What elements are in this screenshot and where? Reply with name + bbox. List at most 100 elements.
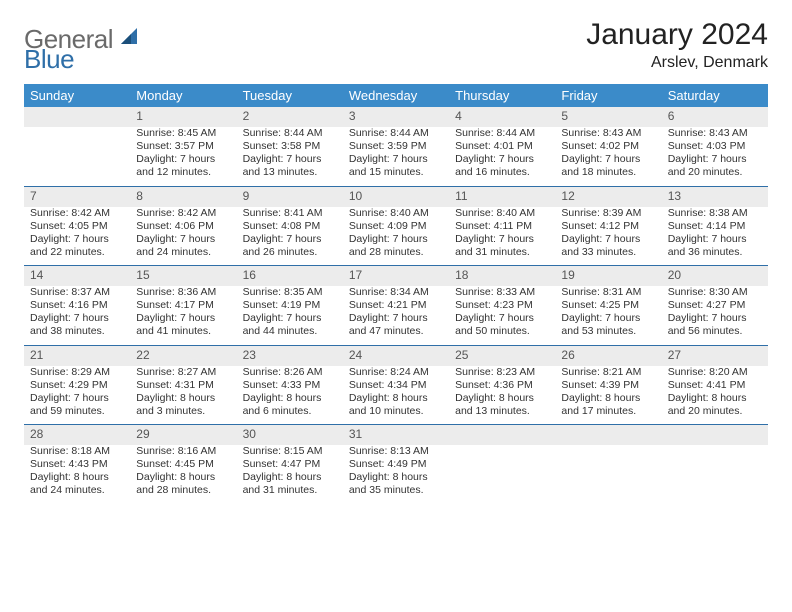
sunset-text: Sunset: 4:31 PM [136,379,230,392]
day-cell [555,445,661,504]
day-cell: Sunrise: 8:34 AMSunset: 4:21 PMDaylight:… [343,286,449,345]
sunset-text: Sunset: 4:16 PM [30,299,124,312]
daylight-text: Daylight: 8 hours and 10 minutes. [349,392,443,418]
logo-text-blue: Blue [24,44,74,74]
day-cell: Sunrise: 8:36 AMSunset: 4:17 PMDaylight:… [130,286,236,345]
day-cell: Sunrise: 8:31 AMSunset: 4:25 PMDaylight:… [555,286,661,345]
sunset-text: Sunset: 4:08 PM [243,220,337,233]
day-number-cell: 6 [662,107,768,127]
sunrise-text: Sunrise: 8:26 AM [243,366,337,379]
sunset-text: Sunset: 4:25 PM [561,299,655,312]
daylight-text: Daylight: 7 hours and 47 minutes. [349,312,443,338]
sunset-text: Sunset: 4:14 PM [668,220,762,233]
day-cell: Sunrise: 8:40 AMSunset: 4:11 PMDaylight:… [449,207,555,266]
daylight-text: Daylight: 7 hours and 22 minutes. [30,233,124,259]
day-number-cell: 12 [555,186,661,207]
day-cell: Sunrise: 8:27 AMSunset: 4:31 PMDaylight:… [130,366,236,425]
day-content-row: Sunrise: 8:37 AMSunset: 4:16 PMDaylight:… [24,286,768,345]
sunrise-text: Sunrise: 8:15 AM [243,445,337,458]
day-cell: Sunrise: 8:13 AMSunset: 4:49 PMDaylight:… [343,445,449,504]
sunset-text: Sunset: 3:57 PM [136,140,230,153]
day-cell: Sunrise: 8:20 AMSunset: 4:41 PMDaylight:… [662,366,768,425]
daylight-text: Daylight: 7 hours and 41 minutes. [136,312,230,338]
day-cell: Sunrise: 8:16 AMSunset: 4:45 PMDaylight:… [130,445,236,504]
weekday-header: Friday [555,84,661,107]
sunrise-text: Sunrise: 8:41 AM [243,207,337,220]
day-cell: Sunrise: 8:42 AMSunset: 4:06 PMDaylight:… [130,207,236,266]
daylight-text: Daylight: 7 hours and 26 minutes. [243,233,337,259]
day-number-cell: 10 [343,186,449,207]
day-number-cell: 13 [662,186,768,207]
day-cell: Sunrise: 8:15 AMSunset: 4:47 PMDaylight:… [237,445,343,504]
daylight-text: Daylight: 8 hours and 3 minutes. [136,392,230,418]
daylight-text: Daylight: 8 hours and 31 minutes. [243,471,337,497]
daylight-text: Daylight: 7 hours and 56 minutes. [668,312,762,338]
daylight-text: Daylight: 7 hours and 16 minutes. [455,153,549,179]
day-number-cell: 17 [343,266,449,287]
day-cell [662,445,768,504]
location: Arslev, Denmark [586,54,768,72]
weekday-header: Saturday [662,84,768,107]
day-cell: Sunrise: 8:29 AMSunset: 4:29 PMDaylight:… [24,366,130,425]
day-number-cell: 5 [555,107,661,127]
day-cell: Sunrise: 8:44 AMSunset: 4:01 PMDaylight:… [449,127,555,186]
calendar-page: General January 2024 Arslev, Denmark Blu… [0,0,792,612]
day-number-row: 123456 [24,107,768,127]
sunset-text: Sunset: 4:34 PM [349,379,443,392]
day-content-row: Sunrise: 8:45 AMSunset: 3:57 PMDaylight:… [24,127,768,186]
sunrise-text: Sunrise: 8:29 AM [30,366,124,379]
day-number-cell: 30 [237,425,343,446]
day-cell [24,127,130,186]
sunrise-text: Sunrise: 8:44 AM [349,127,443,140]
day-cell: Sunrise: 8:40 AMSunset: 4:09 PMDaylight:… [343,207,449,266]
day-number-cell: 3 [343,107,449,127]
daylight-text: Daylight: 8 hours and 28 minutes. [136,471,230,497]
sunset-text: Sunset: 4:33 PM [243,379,337,392]
day-cell: Sunrise: 8:24 AMSunset: 4:34 PMDaylight:… [343,366,449,425]
month-title: January 2024 [586,18,768,52]
day-number-cell: 27 [662,345,768,366]
sunrise-text: Sunrise: 8:44 AM [455,127,549,140]
day-cell: Sunrise: 8:45 AMSunset: 3:57 PMDaylight:… [130,127,236,186]
day-number-cell: 15 [130,266,236,287]
daylight-text: Daylight: 7 hours and 44 minutes. [243,312,337,338]
day-cell: Sunrise: 8:23 AMSunset: 4:36 PMDaylight:… [449,366,555,425]
daylight-text: Daylight: 7 hours and 18 minutes. [561,153,655,179]
header: General January 2024 Arslev, Denmark [24,18,768,72]
sunset-text: Sunset: 4:36 PM [455,379,549,392]
day-number-cell: 16 [237,266,343,287]
day-cell: Sunrise: 8:42 AMSunset: 4:05 PMDaylight:… [24,207,130,266]
daylight-text: Daylight: 8 hours and 24 minutes. [30,471,124,497]
sunrise-text: Sunrise: 8:39 AM [561,207,655,220]
sunrise-text: Sunrise: 8:42 AM [30,207,124,220]
sunrise-text: Sunrise: 8:44 AM [243,127,337,140]
daylight-text: Daylight: 7 hours and 33 minutes. [561,233,655,259]
day-number-cell: 28 [24,425,130,446]
day-cell: Sunrise: 8:26 AMSunset: 4:33 PMDaylight:… [237,366,343,425]
day-number-cell [555,425,661,446]
daylight-text: Daylight: 8 hours and 6 minutes. [243,392,337,418]
day-number-cell: 22 [130,345,236,366]
day-cell: Sunrise: 8:35 AMSunset: 4:19 PMDaylight:… [237,286,343,345]
daylight-text: Daylight: 7 hours and 20 minutes. [668,153,762,179]
weekday-header: Tuesday [237,84,343,107]
sunrise-text: Sunrise: 8:16 AM [136,445,230,458]
day-cell: Sunrise: 8:39 AMSunset: 4:12 PMDaylight:… [555,207,661,266]
day-content-row: Sunrise: 8:29 AMSunset: 4:29 PMDaylight:… [24,366,768,425]
day-number-cell [24,107,130,127]
weekday-header-row: Sunday Monday Tuesday Wednesday Thursday… [24,84,768,107]
day-number-row: 21222324252627 [24,345,768,366]
day-cell: Sunrise: 8:41 AMSunset: 4:08 PMDaylight:… [237,207,343,266]
day-number-cell [662,425,768,446]
daylight-text: Daylight: 7 hours and 50 minutes. [455,312,549,338]
daylight-text: Daylight: 7 hours and 13 minutes. [243,153,337,179]
sunset-text: Sunset: 4:02 PM [561,140,655,153]
day-number-row: 78910111213 [24,186,768,207]
sunrise-text: Sunrise: 8:27 AM [136,366,230,379]
daylight-text: Daylight: 8 hours and 20 minutes. [668,392,762,418]
sunrise-text: Sunrise: 8:40 AM [455,207,549,220]
day-number-cell: 14 [24,266,130,287]
sunrise-text: Sunrise: 8:31 AM [561,286,655,299]
daylight-text: Daylight: 7 hours and 38 minutes. [30,312,124,338]
day-number-cell [449,425,555,446]
